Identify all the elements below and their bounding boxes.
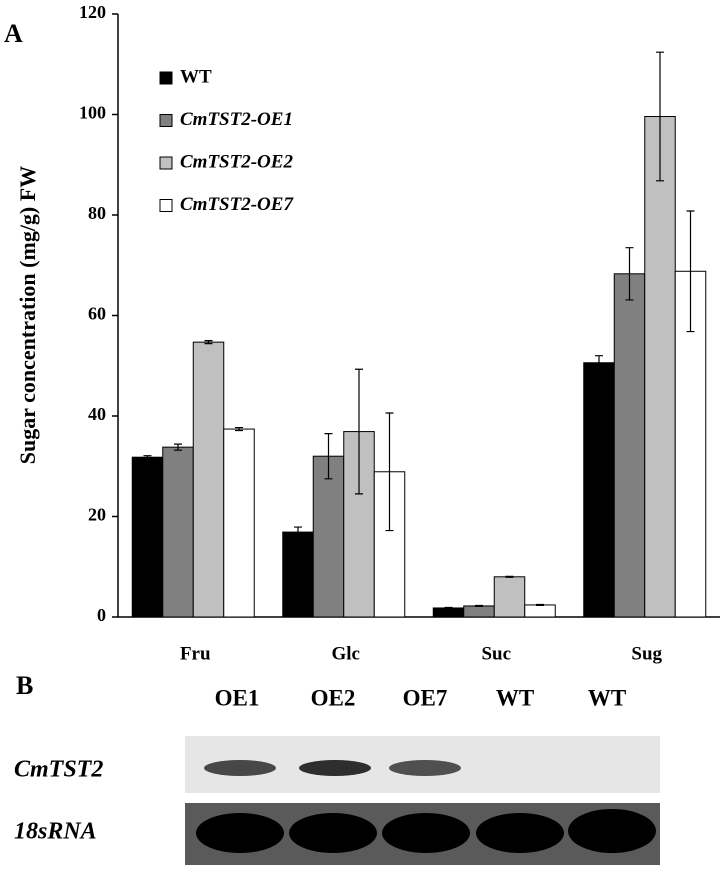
bar [674, 270, 707, 618]
bar [223, 428, 255, 618]
x-tick-label: Suc [481, 643, 511, 664]
error-bar [656, 51, 664, 182]
band [476, 813, 564, 853]
legend-swatch [159, 156, 173, 170]
bar [432, 607, 465, 618]
band [196, 813, 284, 853]
panel-label: B [16, 671, 33, 700]
row-label: 18sRNA [14, 819, 97, 845]
legend-label: CmTST2-OE7 [180, 194, 294, 215]
row-label: CmTST2 [14, 757, 103, 783]
bar [312, 455, 345, 618]
error-bar [625, 247, 634, 301]
legend-label: CmTST2-OE1 [180, 109, 293, 130]
bar [162, 446, 194, 618]
x-tick-label: Glc [332, 643, 361, 664]
bar [583, 362, 615, 618]
band [204, 760, 276, 776]
error-bar [204, 340, 213, 345]
bar [493, 576, 526, 618]
error-bar [235, 426, 243, 432]
legend-label: CmTST2-OE2 [180, 151, 293, 172]
bar [644, 116, 676, 618]
bar [373, 471, 406, 618]
legend-label: WT [180, 66, 212, 87]
y-tick-label: 60 [88, 304, 106, 324]
error-bar [143, 455, 152, 460]
y-axis-label: Sugar concentration (mg/g) FW [15, 166, 40, 464]
band [382, 813, 470, 853]
error-bar [324, 432, 333, 480]
x-tick-label: Sug [631, 643, 662, 664]
x-tick-label: Fru [180, 643, 211, 664]
band [568, 809, 656, 853]
band [299, 760, 371, 776]
error-bar [355, 368, 363, 495]
error-bar [475, 604, 483, 608]
legend-swatch [159, 114, 173, 127]
legend-swatch [159, 71, 173, 85]
gel [185, 736, 660, 865]
error-bar [294, 526, 302, 538]
error-bar [595, 355, 603, 371]
bar [131, 456, 164, 618]
lane-label: OE1 [215, 685, 260, 710]
error-bar [505, 575, 514, 578]
band [389, 760, 461, 776]
y-tick-label: 80 [88, 203, 106, 223]
lane-label: OE2 [311, 685, 356, 710]
bar [192, 341, 225, 618]
lane-label: WT [588, 685, 626, 710]
y-tick-label: 40 [88, 404, 106, 424]
bar [463, 605, 495, 618]
band [289, 813, 377, 853]
y-tick-label: 100 [79, 103, 106, 123]
error-bar [536, 603, 544, 607]
lane-label: WT [496, 685, 534, 710]
lane-label: OE7 [403, 685, 448, 710]
legend-swatch [159, 199, 173, 212]
bar [613, 273, 646, 618]
error-bar [385, 412, 394, 532]
y-tick-label: 20 [88, 505, 106, 525]
error-bar [686, 210, 695, 333]
bar [282, 531, 314, 618]
error-bar [174, 443, 182, 451]
y-tick-label: 0 [97, 605, 106, 625]
y-tick-label: 120 [79, 2, 106, 22]
error-bar [444, 606, 453, 610]
bar [524, 604, 556, 618]
panel-label: A [4, 19, 23, 48]
